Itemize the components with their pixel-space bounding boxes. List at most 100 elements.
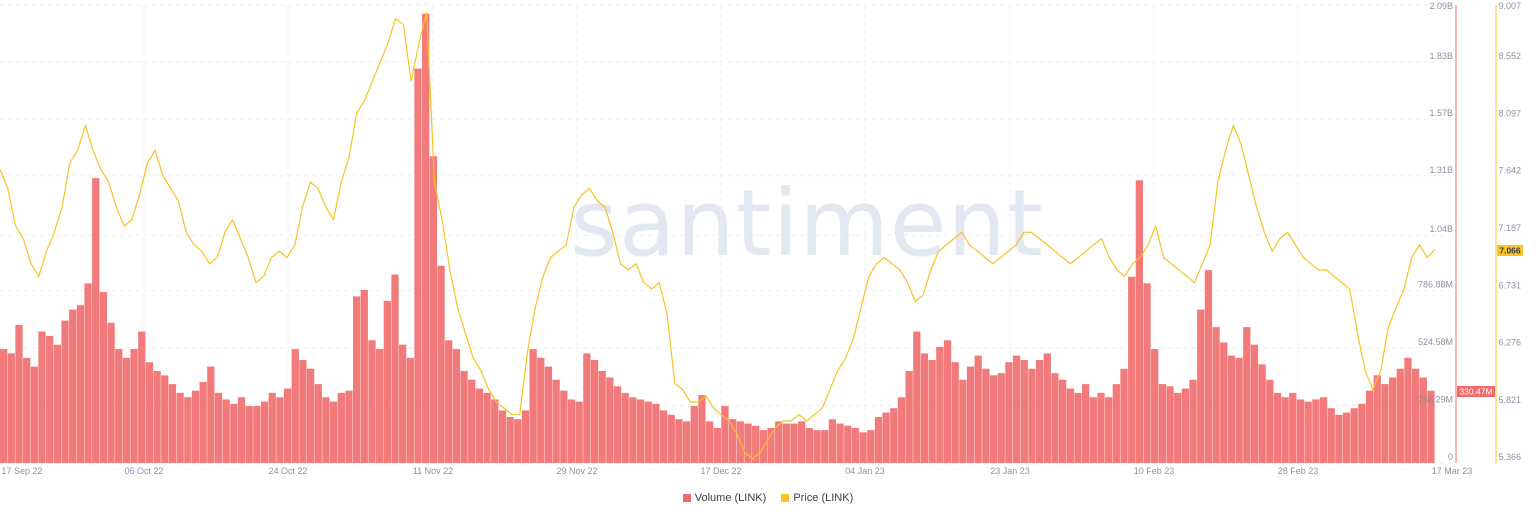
volume-bar <box>1304 401 1312 463</box>
volume-bar <box>1066 388 1074 463</box>
legend-item-price[interactable]: Price (LINK) <box>781 492 853 504</box>
volume-bar <box>583 353 591 463</box>
volume-bar <box>329 401 338 463</box>
volume-bar <box>798 421 806 463</box>
volume-bar <box>153 370 161 463</box>
volume-bar <box>107 322 115 463</box>
volume-bar <box>729 419 737 463</box>
volume-bar <box>1250 344 1259 463</box>
volume-bar <box>176 392 184 463</box>
volume-bar <box>283 388 292 463</box>
price-tick-label: 5.821 <box>1498 395 1521 405</box>
volume-bar <box>214 392 223 463</box>
price-tick-label: 6.731 <box>1498 280 1521 290</box>
volume-bar <box>460 370 468 463</box>
volume-bar <box>84 283 92 463</box>
price-line <box>0 12 1436 460</box>
volume-bar <box>406 357 414 463</box>
volume-bar <box>890 408 898 463</box>
volume-bar <box>959 379 967 463</box>
x-tick-label: 24 Oct 22 <box>268 466 307 476</box>
volume-bar <box>821 430 829 463</box>
volume-bar <box>1143 283 1151 463</box>
x-tick-label: 23 Jan 23 <box>990 466 1030 476</box>
x-tick-label: 29 Nov 22 <box>556 466 597 476</box>
volume-bar <box>705 421 714 463</box>
volume-tick-label: 2.09B <box>1429 1 1453 11</box>
volume-bar <box>1419 377 1427 463</box>
volume-bar <box>1411 368 1420 463</box>
volume-bar <box>115 349 123 463</box>
volume-bar <box>1388 377 1397 463</box>
volume-bar <box>552 379 560 463</box>
volume-bar <box>337 392 345 463</box>
volume-bar <box>452 349 461 463</box>
volume-bar <box>1327 408 1335 463</box>
volume-bar <box>445 340 453 463</box>
volume-bar <box>268 392 276 463</box>
volume-bar <box>1120 368 1128 463</box>
x-tick-label: 11 Nov 22 <box>413 466 453 476</box>
volume-tick-label: 1.83B <box>1429 51 1453 61</box>
volume-bar <box>521 410 530 463</box>
volume-bar <box>345 390 353 463</box>
volume-bar <box>237 397 246 463</box>
volume-bar <box>790 423 798 463</box>
volume-bar <box>997 373 1005 463</box>
volume-bar <box>943 340 952 463</box>
price-tick-label: 5.366 <box>1498 452 1521 462</box>
volume-bar <box>1043 353 1051 463</box>
volume-bar <box>299 360 307 463</box>
volume-bar <box>1082 384 1090 463</box>
x-tick-label: 17 Sep 22 <box>1 466 42 476</box>
volume-bar <box>966 366 975 463</box>
volume-bar <box>1335 414 1343 463</box>
volume-bar <box>1112 384 1120 463</box>
volume-bar <box>1158 384 1167 463</box>
volume-bar <box>1174 392 1182 463</box>
volume-bar <box>913 331 921 463</box>
volume-bar <box>1350 408 1358 463</box>
volume-bar <box>0 349 8 463</box>
volume-bar <box>122 357 131 463</box>
volume-bar <box>1128 276 1136 463</box>
volume-bar <box>1365 390 1374 463</box>
volume-bar <box>1319 397 1328 463</box>
legend-item-volume[interactable]: Volume (LINK) <box>682 492 766 504</box>
x-tick-label: 28 Feb 23 <box>1278 466 1319 476</box>
volume-bar <box>1028 368 1036 463</box>
volume-bar <box>1212 327 1220 463</box>
volume-bar <box>1281 397 1289 463</box>
volume-bar <box>483 392 491 463</box>
volume-bar <box>1235 357 1243 463</box>
volume-bar <box>782 423 791 463</box>
x-tick-label: 04 Jan 23 <box>845 466 885 476</box>
legend-label-price: Price (LINK) <box>793 492 854 504</box>
volume-bar <box>529 349 537 463</box>
volume-bar <box>399 344 407 463</box>
volume-bar <box>360 289 368 463</box>
volume-bar <box>874 416 883 463</box>
volume-bar <box>1181 388 1190 463</box>
volume-bar <box>429 156 438 463</box>
price-axis-ticks: 5.366 5.821 6.276 6.731 7.187 7.642 8.097 8.552… <box>1498 1 1521 462</box>
volume-bar <box>1204 270 1213 463</box>
volume-bar <box>506 416 514 463</box>
volume-bar <box>498 410 507 463</box>
volume-bar <box>184 397 192 463</box>
x-tick-label: 17 Dec 22 <box>700 466 741 476</box>
volume-bar <box>23 357 31 463</box>
volume-bar <box>191 390 200 463</box>
volume-bar <box>1258 364 1266 463</box>
price-swatch-icon <box>781 494 790 502</box>
volume-bar <box>652 403 660 463</box>
volume-bar <box>491 399 499 463</box>
volume-bar <box>682 421 691 463</box>
volume-bar <box>928 360 936 463</box>
volume-bar <box>314 384 322 463</box>
volume-bar <box>475 388 484 463</box>
volume-bar <box>437 265 445 463</box>
volume-bar <box>422 13 430 463</box>
volume-bar <box>1358 403 1366 463</box>
volume-bar <box>306 368 315 463</box>
